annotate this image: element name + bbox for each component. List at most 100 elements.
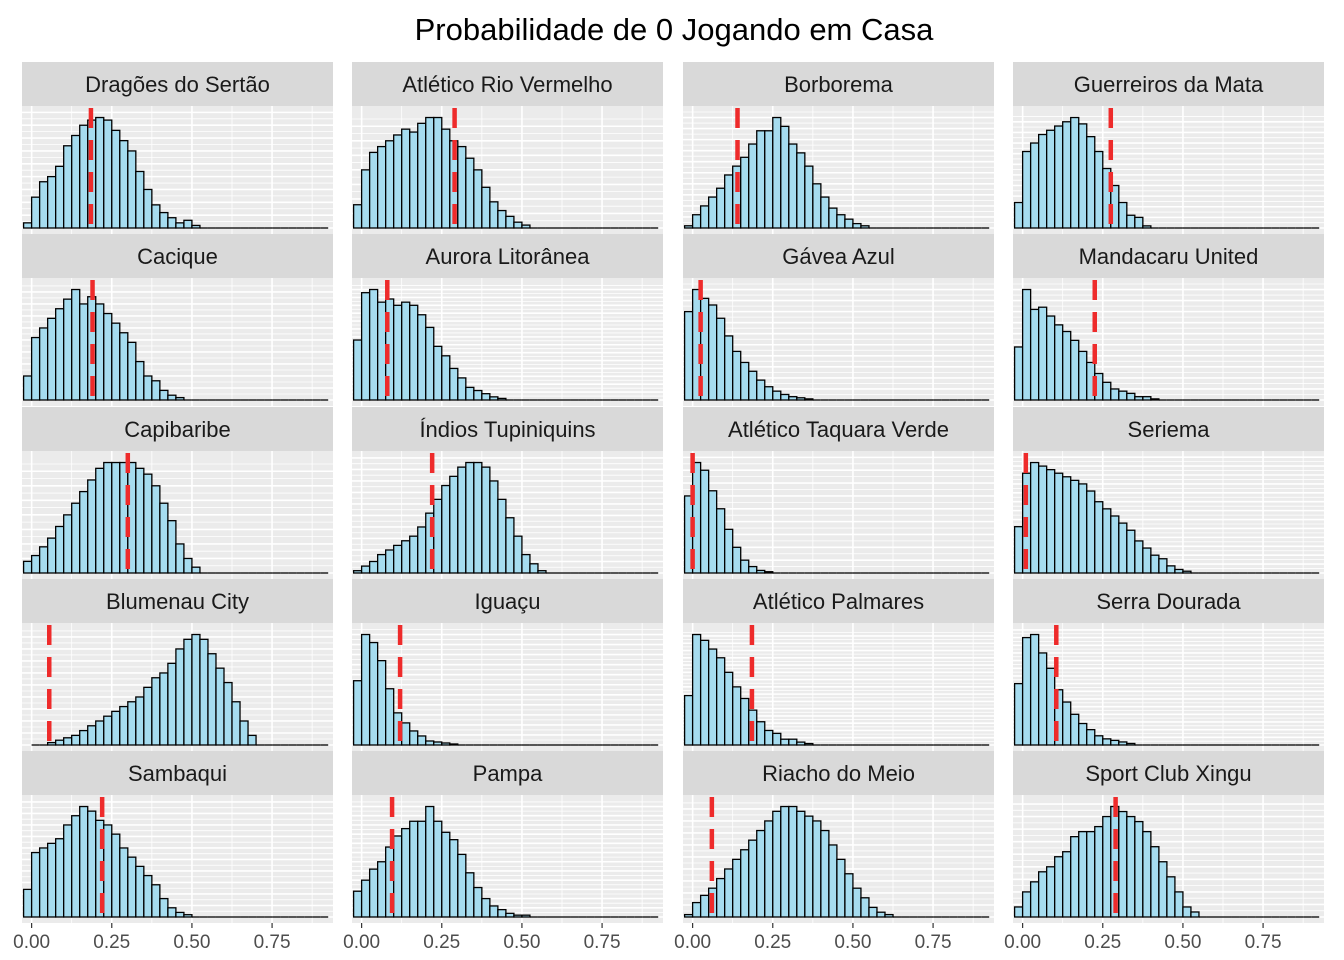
histogram-bar [1029, 308, 1040, 401]
histogram-bar [465, 872, 475, 918]
histogram-bar [22, 560, 33, 574]
x-axis-tick-label: 0.00 [13, 932, 50, 953]
facet-panel: Seriema [1013, 407, 1324, 579]
histogram-bar [780, 805, 790, 918]
histogram-bar [441, 484, 451, 574]
histogram-bar [724, 868, 734, 918]
histogram-bar [199, 638, 209, 746]
histogram-bar [1086, 729, 1096, 746]
histogram-bar [1046, 866, 1056, 918]
facet-label: Índios Tupiniquins [419, 417, 595, 442]
histogram-bar [183, 219, 193, 229]
histogram-bar [111, 461, 121, 574]
histogram-bar [1094, 825, 1104, 918]
histogram-bar [79, 729, 89, 746]
facet-strip [1013, 62, 1324, 106]
histogram-bar [231, 701, 241, 746]
histogram-bar [183, 638, 193, 746]
histogram-bar [175, 396, 185, 401]
histogram-bar [1062, 330, 1072, 401]
histogram-bar [376, 301, 387, 401]
histogram-bar [30, 851, 41, 918]
histogram-bar [740, 849, 750, 918]
histogram-bar [55, 739, 65, 746]
facet-label: Atlético Palmares [753, 589, 924, 614]
histogram-bar [716, 657, 726, 746]
facet-label: Gávea Azul [782, 244, 895, 269]
histogram-bar [489, 201, 499, 229]
histogram-bar [1118, 810, 1128, 918]
histogram-bar [1078, 350, 1088, 401]
histogram-bar [1094, 501, 1104, 574]
histogram-bar [505, 215, 515, 229]
histogram-bar [1166, 565, 1176, 574]
histogram-bar [884, 913, 894, 918]
histogram-bar [772, 810, 782, 918]
histogram-bar [111, 710, 121, 746]
x-axis-tick-label: 0.75 [584, 932, 621, 953]
histogram-bar [111, 129, 121, 229]
histogram-bar [707, 304, 718, 401]
histogram-bar [223, 681, 233, 746]
histogram-bar [175, 911, 185, 918]
histogram-bar [135, 467, 145, 574]
facet-strip [22, 407, 333, 451]
facet-strip [1013, 751, 1324, 795]
histogram-bar [191, 633, 201, 746]
histogram-bar [151, 884, 161, 918]
histogram-bar [409, 535, 419, 574]
histogram-bar [1021, 891, 1032, 918]
x-axis-tick-label: 0.75 [254, 932, 291, 953]
facet-label: Pampa [473, 761, 543, 786]
histogram-bar [1013, 201, 1024, 229]
histogram-bar [449, 839, 459, 918]
histogram-bar [796, 152, 806, 229]
histogram-bar [127, 150, 137, 229]
histogram-bar [699, 639, 710, 746]
histogram-bar [513, 221, 523, 229]
histogram-bar [175, 222, 185, 229]
histogram-bar [449, 475, 459, 574]
histogram-bar [376, 861, 387, 918]
histogram-bar [63, 737, 73, 746]
facet-panel: Sport Club Xingu 0.00 0.25 0.50 0.75 [1004, 751, 1324, 953]
facet-label: Cacique [137, 244, 218, 269]
histogram-bar [780, 125, 790, 229]
histogram-bar [1046, 667, 1056, 746]
histogram-bar [1078, 830, 1088, 918]
histogram-bar [360, 169, 371, 229]
histogram-bar [119, 139, 129, 229]
facet-label: Sambaqui [128, 761, 227, 786]
histogram-bar [87, 725, 97, 746]
histogram-bar [1037, 133, 1048, 229]
histogram-bar [764, 386, 774, 401]
histogram-bar [191, 566, 201, 574]
facet-strip [683, 62, 994, 106]
histogram-bar [425, 805, 435, 918]
facet-label: Atlético Taquara Verde [728, 417, 949, 442]
histogram-bar [764, 571, 774, 574]
histogram-bar [1046, 315, 1056, 401]
histogram-bar [804, 815, 814, 918]
histogram-bar [716, 508, 726, 574]
histogram-bar [63, 514, 73, 574]
histogram-bar [360, 292, 371, 401]
histogram-bar [46, 317, 57, 401]
histogram-bar [167, 394, 177, 401]
histogram-bar [764, 130, 774, 229]
histogram-bar [1054, 856, 1064, 918]
facet-strip [22, 751, 333, 795]
x-axis-tick-label: 0.50 [503, 932, 540, 953]
histogram-bar [103, 312, 113, 401]
histogram-bar [772, 116, 782, 229]
histogram-bar [71, 734, 81, 746]
facet-label: Sport Club Xingu [1085, 761, 1251, 786]
x-axis-tick-label: 0.75 [1245, 932, 1282, 953]
histogram-bar [844, 218, 854, 229]
histogram-bar [95, 116, 105, 229]
histogram-bar [449, 743, 459, 746]
facet-strip [683, 234, 994, 278]
histogram-bar [409, 730, 419, 746]
histogram-bar [401, 722, 411, 746]
